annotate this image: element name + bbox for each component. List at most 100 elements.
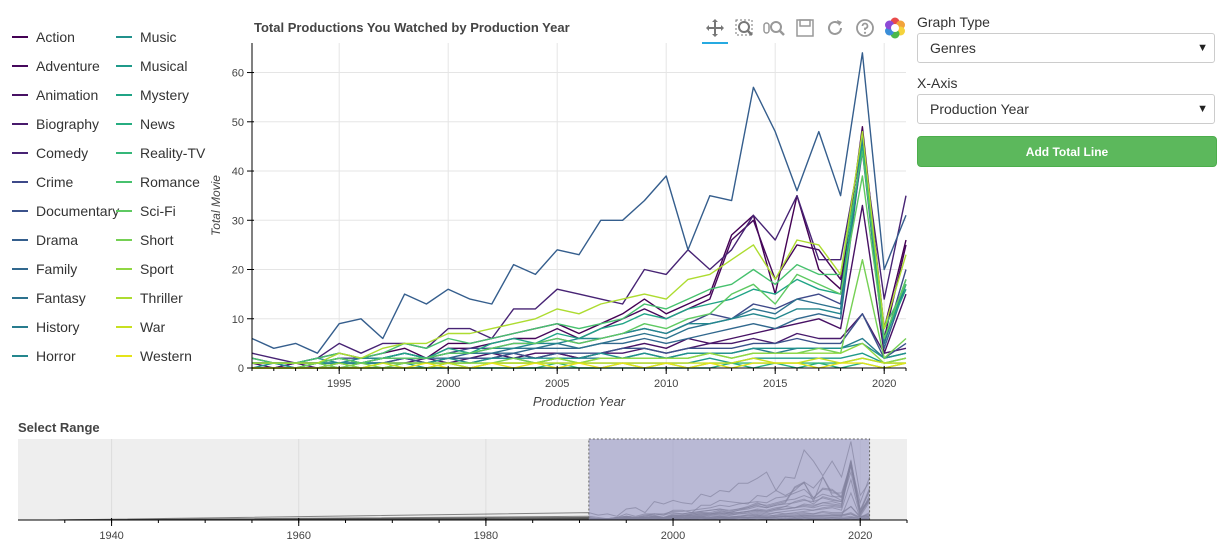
legend-label: War	[140, 319, 166, 335]
range-x-tick-label: 1980	[474, 530, 498, 542]
legend-label: Action	[36, 29, 75, 45]
legend-swatch	[12, 326, 28, 328]
y-tick-label: 10	[232, 314, 244, 326]
legend-label: Documentary	[36, 203, 120, 219]
legend-label: Short	[140, 232, 174, 248]
legend-item-music[interactable]: Music	[116, 27, 177, 47]
legend-swatch	[12, 268, 28, 270]
legend-label: Fantasy	[36, 290, 86, 306]
bokeh-logo[interactable]	[880, 15, 910, 41]
legend-swatch	[12, 36, 28, 38]
y-tick-label: 40	[232, 166, 244, 178]
legend-label: Music	[140, 29, 177, 45]
graph-type-value: Genres	[930, 40, 976, 56]
legend-item-adventure[interactable]: Adventure	[12, 56, 100, 76]
wheel-zoom-icon	[763, 21, 785, 36]
legend-label: Family	[36, 261, 78, 277]
main-line-chart[interactable]: Total Productions You Watched by Product…	[205, 10, 910, 410]
x-axis-select[interactable]: Production Year ▼	[917, 94, 1215, 124]
x-tick-label: 2010	[654, 378, 678, 390]
legend-swatch	[12, 152, 28, 154]
legend-swatch	[116, 326, 132, 328]
chart-title: Total Productions You Watched by Product…	[254, 20, 570, 35]
dropdown-caret-icon: ▼	[1197, 103, 1208, 115]
legend-swatch	[116, 297, 132, 299]
range-x-tick-label: 2020	[848, 530, 872, 542]
legend-swatch	[116, 181, 132, 183]
chart-toolbar	[700, 14, 910, 44]
legend-item-thriller[interactable]: Thriller	[116, 288, 183, 308]
reset-tool[interactable]	[820, 15, 850, 41]
legend-item-horror[interactable]: Horror	[12, 346, 76, 366]
x-tick-label: 2015	[763, 378, 787, 390]
legend-item-news[interactable]: News	[116, 114, 175, 134]
legend-swatch	[116, 239, 132, 241]
legend-item-mystery[interactable]: Mystery	[116, 85, 189, 105]
pan-tool[interactable]	[700, 15, 730, 44]
legend-swatch	[12, 355, 28, 357]
legend-label: Musical	[140, 58, 188, 74]
legend-label: Mystery	[140, 87, 189, 103]
series-line-thriller	[252, 130, 907, 364]
legend-item-sci-fi[interactable]: Sci-Fi	[116, 201, 176, 221]
legend-item-animation[interactable]: Animation	[12, 85, 98, 105]
legend-item-documentary[interactable]: Documentary	[12, 201, 119, 221]
legend-swatch	[12, 210, 28, 212]
legend-swatch	[12, 65, 28, 67]
pan-icon	[706, 19, 724, 37]
graph-type-label: Graph Type	[917, 14, 990, 30]
y-tick-label: 50	[232, 117, 244, 129]
legend-swatch	[116, 355, 132, 357]
legend-item-romance[interactable]: Romance	[116, 172, 200, 192]
help-tool[interactable]	[850, 15, 880, 41]
wheel-zoom-tool[interactable]	[760, 15, 790, 41]
legend-label: Adventure	[36, 58, 100, 74]
legend-item-biography[interactable]: Biography	[12, 114, 99, 134]
legend-swatch	[116, 210, 132, 212]
legend-item-fantasy[interactable]: Fantasy	[12, 288, 86, 308]
controls-panel: Graph Type Genres ▼ X-Axis Production Ye…	[917, 14, 1217, 167]
legend-item-reality-tv[interactable]: Reality-TV	[116, 143, 205, 163]
legend-item-short[interactable]: Short	[116, 230, 173, 250]
box-zoom-tool[interactable]	[730, 15, 760, 41]
legend-label: Romance	[140, 174, 200, 190]
range-x-tick-label: 1940	[99, 530, 123, 542]
add-total-line-button[interactable]: Add Total Line	[917, 136, 1217, 167]
save-icon	[796, 19, 814, 37]
box-zoom-icon	[735, 19, 753, 36]
legend-label: Reality-TV	[140, 145, 206, 161]
legend-item-sport[interactable]: Sport	[116, 259, 173, 279]
legend-swatch	[116, 152, 132, 154]
legend-label: Animation	[36, 87, 99, 103]
series-line-fantasy	[252, 140, 907, 364]
y-tick-label: 60	[232, 68, 244, 80]
legend-label: Western	[140, 348, 192, 364]
legend-item-drama[interactable]: Drama	[12, 230, 78, 250]
legend-item-comedy[interactable]: Comedy	[12, 143, 88, 163]
grid	[252, 43, 906, 369]
series-line-comedy	[251, 140, 907, 364]
chart-legend: Action Adventure Animation Biography Comedy C…	[0, 22, 215, 372]
legend-label: Sci-Fi	[140, 203, 176, 219]
save-tool[interactable]	[790, 15, 820, 41]
legend-label: Comedy	[36, 145, 89, 161]
legend-item-action[interactable]: Action	[12, 27, 75, 47]
help-icon	[856, 19, 874, 37]
legend-item-crime[interactable]: Crime	[12, 172, 73, 192]
legend-item-history[interactable]: History	[12, 317, 80, 337]
legend-item-musical[interactable]: Musical	[116, 56, 187, 76]
legend-label: News	[140, 116, 176, 132]
legend-label: Thriller	[140, 290, 183, 306]
bokeh-logo-icon	[885, 17, 905, 39]
graph-type-select[interactable]: Genres ▼	[917, 33, 1215, 63]
dropdown-caret-icon: ▼	[1197, 42, 1208, 54]
legend-swatch	[116, 36, 132, 38]
legend-item-war[interactable]: War	[116, 317, 165, 337]
legend-item-western[interactable]: Western	[116, 346, 192, 366]
series-lines	[251, 52, 907, 369]
range-selector-chart[interactable]: Select Range 1940 1960 1980 2000 2020	[0, 415, 920, 548]
y-axis-title: Total Movie	[209, 175, 223, 236]
x-tick-label: 1995	[327, 378, 351, 390]
legend-item-family[interactable]: Family	[12, 259, 77, 279]
range-selection-box[interactable]	[588, 438, 871, 521]
